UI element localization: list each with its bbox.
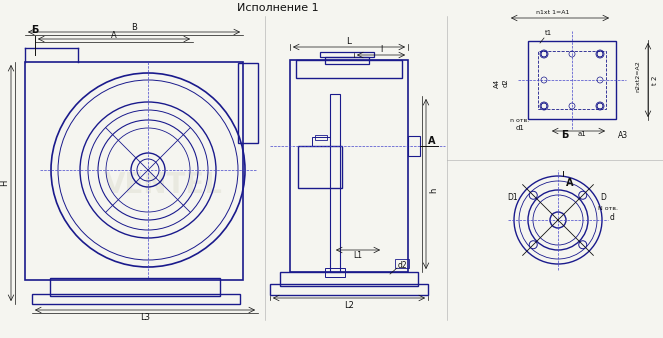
Text: d2: d2 (397, 261, 407, 269)
Text: d2: d2 (503, 79, 509, 88)
Text: H: H (1, 180, 9, 186)
Text: D: D (600, 193, 606, 202)
Bar (325, 57, 369, 64)
Text: t 2: t 2 (652, 75, 658, 85)
Text: d: d (609, 214, 615, 222)
Text: N отв.: N отв. (598, 206, 618, 211)
Text: n2xt2=A2: n2xt2=A2 (636, 60, 640, 92)
Bar (298, 146, 342, 188)
Text: А: А (566, 178, 573, 188)
Text: l: l (380, 45, 382, 53)
Text: A4: A4 (494, 78, 500, 88)
Text: L3: L3 (140, 314, 150, 322)
Bar (528, 41, 616, 119)
Text: n отв.: n отв. (511, 118, 530, 122)
Bar (50, 278, 220, 296)
Bar (325, 268, 345, 277)
Text: L1: L1 (353, 251, 363, 261)
Bar (312, 137, 330, 146)
Bar (238, 63, 258, 143)
Bar (280, 272, 418, 286)
Bar (330, 94, 340, 272)
Text: a1: a1 (577, 131, 586, 137)
Text: A: A (428, 136, 436, 146)
Bar (270, 284, 428, 295)
Text: A3: A3 (618, 130, 628, 140)
Bar (290, 60, 408, 272)
Text: h: h (430, 187, 438, 193)
Text: A: A (111, 30, 117, 40)
Text: n1xt 1=A1: n1xt 1=A1 (536, 9, 570, 15)
Bar (408, 136, 420, 156)
Bar (315, 135, 327, 140)
Bar (32, 294, 240, 304)
Text: VENTEL: VENTEL (103, 171, 223, 199)
Text: t1: t1 (544, 30, 552, 36)
Bar (320, 52, 374, 57)
Text: B: B (131, 23, 137, 31)
Bar (296, 60, 402, 78)
Text: d1: d1 (516, 125, 524, 131)
Text: L2: L2 (344, 300, 354, 310)
Text: D1: D1 (508, 193, 518, 202)
Bar (25, 62, 243, 280)
Text: Б: Б (31, 25, 38, 35)
Bar (395, 259, 409, 268)
Text: Исполнение 1: Исполнение 1 (237, 3, 319, 13)
Bar (538, 51, 606, 109)
Text: L: L (347, 37, 351, 46)
Text: Б: Б (562, 130, 569, 140)
